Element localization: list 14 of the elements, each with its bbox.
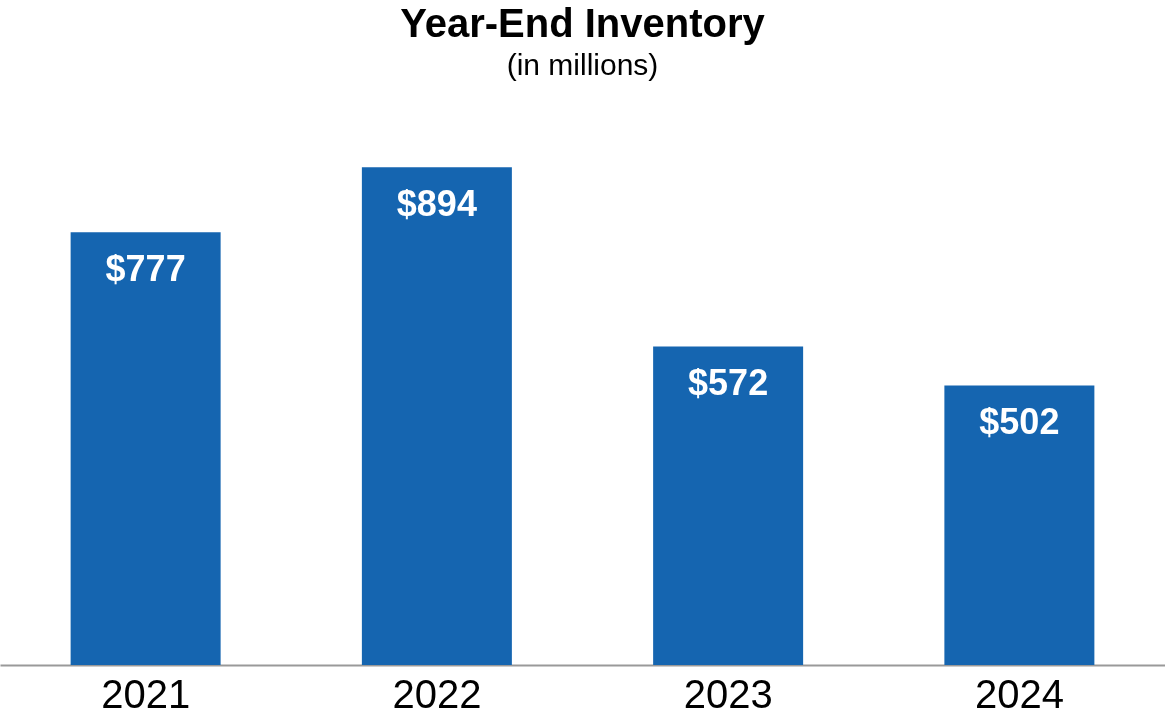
bar <box>70 232 221 665</box>
data-label: $894 <box>396 183 477 225</box>
x-tick-label: 2024 <box>974 671 1064 716</box>
data-label: $572 <box>688 362 769 404</box>
data-label: $777 <box>105 248 186 290</box>
x-tick-label: 2023 <box>683 671 773 716</box>
x-tick-label: 2022 <box>392 671 482 716</box>
chart-title: Year-End Inventory <box>400 1 766 45</box>
bar <box>653 346 804 665</box>
bar <box>361 167 512 665</box>
chart-subtitle: (in millions) <box>506 48 659 81</box>
bar <box>944 385 1095 665</box>
data-label: $502 <box>979 401 1060 443</box>
x-tick-label: 2021 <box>101 671 191 716</box>
